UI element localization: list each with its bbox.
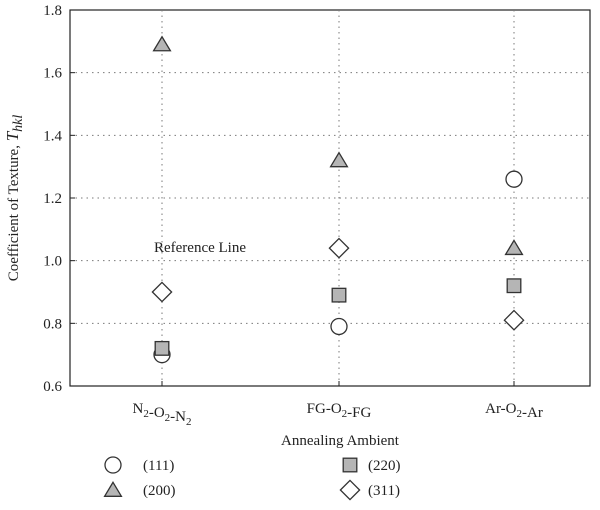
y-tick-label: 1.6 <box>43 66 62 82</box>
y-axis-title-prefix: Coefficient of Texture, <box>6 141 22 281</box>
x-axis-title: Annealing Ambient <box>281 433 400 449</box>
y-tick-label: 0.6 <box>43 379 62 395</box>
legend: (111) (220) (200) (311) <box>103 456 401 501</box>
data-marks <box>151 35 525 364</box>
data-point-diamond <box>151 281 173 303</box>
data-point-triangle <box>152 35 172 52</box>
data-point-square <box>331 287 347 303</box>
annotation-group: Reference Line <box>154 240 246 256</box>
y-tick-label: 1.8 <box>43 3 62 19</box>
legend-marker-circle <box>104 456 122 474</box>
reference-line-annotation: Reference Line <box>154 240 246 256</box>
y-axis-title-symbol: T <box>3 130 22 141</box>
data-point-square <box>154 340 170 356</box>
data-point-diamond <box>328 237 350 259</box>
grid <box>70 10 590 386</box>
data-point-triangle <box>504 239 524 256</box>
legend-label: (311) <box>368 483 400 499</box>
x-tick-label: Ar-O2-Ar <box>485 401 543 421</box>
legend-marker-square <box>342 457 358 473</box>
legend-label: (200) <box>143 483 176 499</box>
data-point-circle <box>330 317 348 336</box>
legend-marker-triangle <box>103 481 123 497</box>
legend-marker-diamond <box>339 479 361 501</box>
data-point-square <box>506 278 522 294</box>
x-tick-label: FG-O2-FG <box>307 401 372 421</box>
y-tick-label: 0.8 <box>43 316 62 332</box>
data-point-triangle <box>329 151 349 168</box>
y-axis-title-subscript: hkl <box>11 115 26 132</box>
y-tick-label: 1.0 <box>43 254 62 270</box>
y-tick-label: 1.4 <box>43 128 62 144</box>
legend-label: (111) <box>143 458 174 474</box>
axis-ticks: 0.6 0.8 1.0 1.2 1.4 1.6 1.8 N2-O2-N2 FG-O2-FG Ar-… <box>43 3 543 428</box>
y-axis-title: Coefficient of Texture, Thkl <box>3 115 26 282</box>
data-point-circle <box>505 170 523 188</box>
y-tick-label: 1.2 <box>43 191 62 207</box>
data-point-diamond <box>503 309 525 331</box>
legend-label: (220) <box>368 458 401 474</box>
x-tick-label: N2-O2-N2 <box>133 401 192 428</box>
